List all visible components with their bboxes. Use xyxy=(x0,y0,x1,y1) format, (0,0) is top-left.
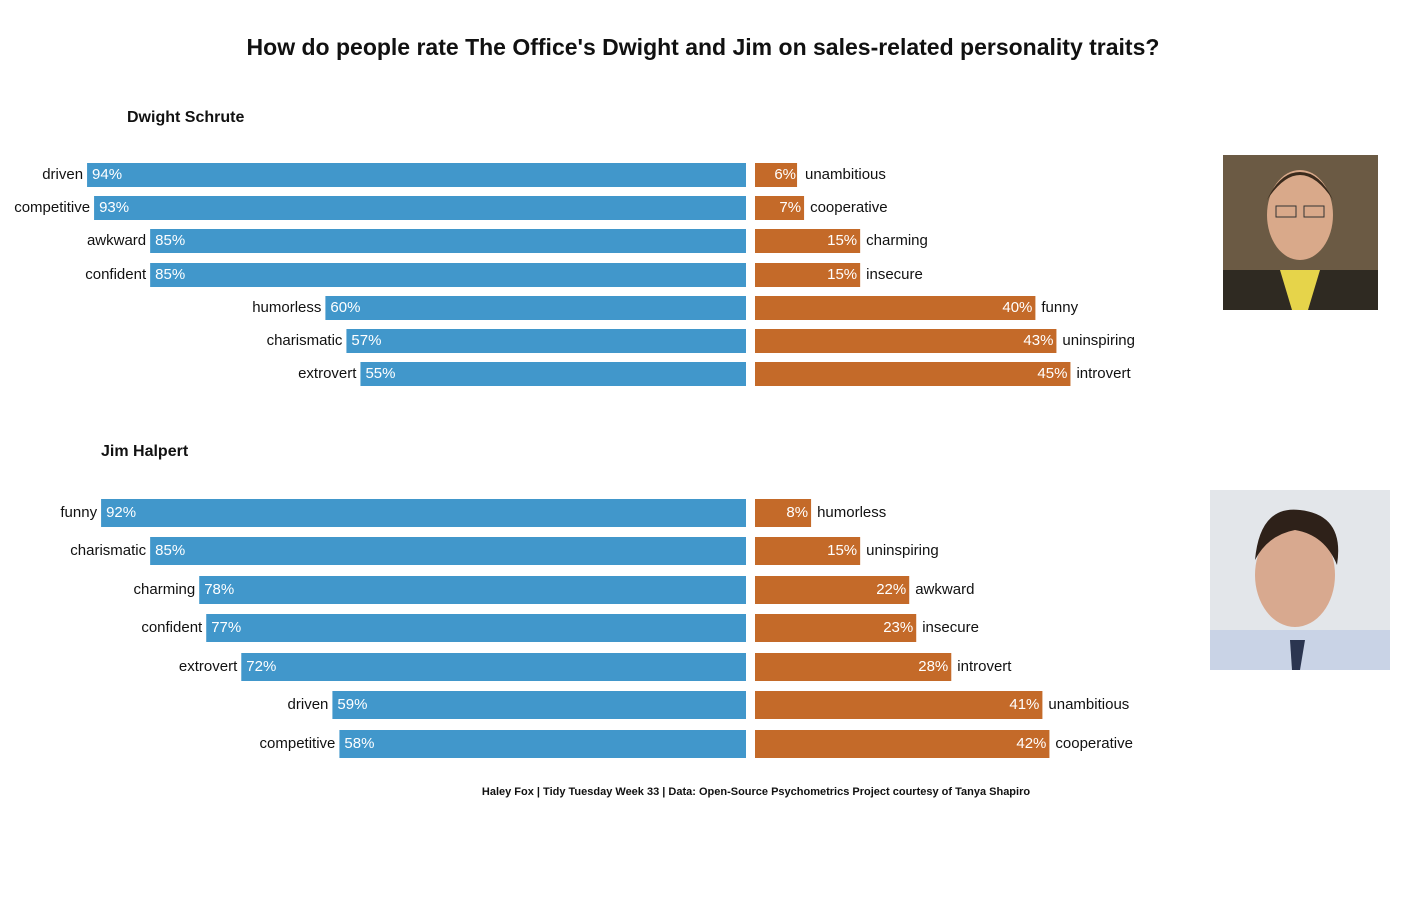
category-label: confident xyxy=(141,619,203,636)
value-label: 85% xyxy=(155,232,185,249)
category-label: introvert xyxy=(1076,365,1131,382)
value-label: 78% xyxy=(204,581,234,598)
bar xyxy=(755,499,812,527)
bar xyxy=(755,296,1036,320)
chart-title: How do people rate The Office's Dwight a… xyxy=(247,34,1160,60)
category-label: cooperative xyxy=(810,199,888,216)
bar xyxy=(94,196,746,220)
value-label: 77% xyxy=(211,619,241,636)
category-label: extrovert xyxy=(179,658,238,675)
bar xyxy=(206,614,747,642)
caption: Haley Fox | Tidy Tuesday Week 33 | Data:… xyxy=(482,786,1030,798)
value-label: 60% xyxy=(330,299,360,316)
bar xyxy=(755,653,952,681)
value-label: 72% xyxy=(246,658,276,675)
category-label: extrovert xyxy=(298,365,357,382)
category-label: insecure xyxy=(866,266,923,283)
value-label: 85% xyxy=(155,542,185,559)
bar xyxy=(325,296,746,320)
value-label: 59% xyxy=(337,696,367,713)
value-label: 45% xyxy=(1037,365,1067,382)
value-label: 22% xyxy=(876,581,906,598)
category-label: cooperative xyxy=(1055,735,1133,752)
category-label: uninspiring xyxy=(1062,332,1135,349)
bar xyxy=(755,730,1050,758)
bar xyxy=(755,263,861,287)
bar xyxy=(755,163,798,187)
bar xyxy=(346,329,746,353)
value-label: 8% xyxy=(786,504,808,521)
panel-title: Dwight Schrute xyxy=(127,109,244,126)
bar xyxy=(755,614,917,642)
value-label: 55% xyxy=(365,365,395,382)
value-label: 57% xyxy=(351,332,381,349)
category-label: charismatic xyxy=(70,542,146,559)
category-label: driven xyxy=(42,166,83,183)
value-label: 23% xyxy=(883,619,913,636)
value-label: 40% xyxy=(1002,299,1032,316)
bar xyxy=(150,537,746,565)
bar xyxy=(755,691,1043,719)
bar xyxy=(332,691,746,719)
value-label: 15% xyxy=(827,232,857,249)
category-label: humorless xyxy=(817,504,886,521)
bar xyxy=(87,163,746,187)
bar xyxy=(755,362,1071,386)
value-label: 42% xyxy=(1016,735,1046,752)
bar xyxy=(339,730,746,758)
panel-title: Jim Halpert xyxy=(101,443,189,460)
bar xyxy=(101,499,746,527)
category-label: awkward xyxy=(87,232,146,249)
value-label: 85% xyxy=(155,266,185,283)
value-label: 15% xyxy=(827,542,857,559)
category-label: driven xyxy=(288,696,329,713)
value-label: 28% xyxy=(918,658,948,675)
category-label: awkward xyxy=(915,581,974,598)
category-label: unambitious xyxy=(1048,696,1129,713)
category-label: humorless xyxy=(252,299,321,316)
category-label: unambitious xyxy=(805,166,886,183)
category-label: uninspiring xyxy=(866,542,939,559)
value-label: 43% xyxy=(1023,332,1053,349)
category-label: funny xyxy=(60,504,97,521)
category-label: insecure xyxy=(922,619,979,636)
bar xyxy=(755,196,805,220)
category-label: competitive xyxy=(14,199,90,216)
bar xyxy=(755,229,861,253)
value-label: 93% xyxy=(99,199,129,216)
category-label: charming xyxy=(866,232,928,249)
bar xyxy=(150,263,746,287)
value-label: 92% xyxy=(106,504,136,521)
value-label: 41% xyxy=(1009,696,1039,713)
bar xyxy=(755,329,1057,353)
bar xyxy=(755,576,910,604)
bar xyxy=(755,537,861,565)
value-label: 94% xyxy=(92,166,122,183)
value-label: 6% xyxy=(774,166,796,183)
value-label: 58% xyxy=(344,735,374,752)
category-label: funny xyxy=(1041,299,1078,316)
category-label: charismatic xyxy=(267,332,343,349)
bar xyxy=(150,229,746,253)
category-label: competitive xyxy=(260,735,336,752)
value-label: 15% xyxy=(827,266,857,283)
category-label: charming xyxy=(134,581,196,598)
jim-photo xyxy=(1210,490,1390,670)
dwight-photo xyxy=(1223,155,1378,310)
bar xyxy=(199,576,747,604)
bar xyxy=(360,362,746,386)
value-label: 7% xyxy=(779,199,801,216)
bar xyxy=(241,653,746,681)
category-label: introvert xyxy=(957,658,1012,675)
category-label: confident xyxy=(85,266,147,283)
